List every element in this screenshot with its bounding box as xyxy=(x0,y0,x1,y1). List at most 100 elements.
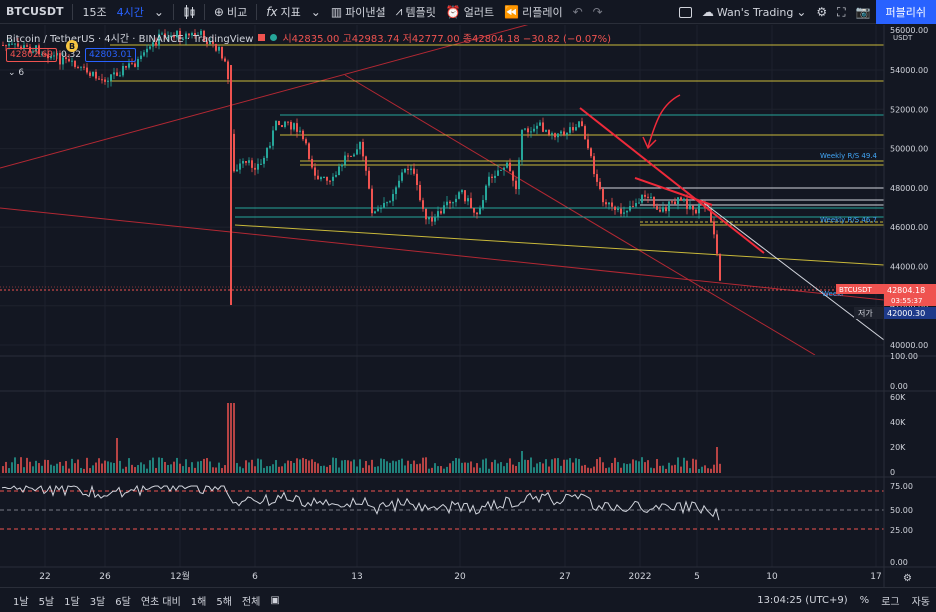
trendline-down[interactable] xyxy=(344,74,816,355)
volume-bar xyxy=(20,457,22,473)
volume-bar xyxy=(62,465,64,473)
interval-button-4h[interactable]: 4시간 xyxy=(116,5,144,19)
current-price-tag xyxy=(884,284,936,306)
volume-series[interactable] xyxy=(2,403,721,473)
drawn-resistance-line[interactable] xyxy=(634,177,713,206)
range-1m[interactable]: 1달 xyxy=(64,596,80,608)
volume-bar xyxy=(110,462,112,473)
candle-body xyxy=(569,127,571,133)
range-1d[interactable]: 1날 xyxy=(13,596,29,608)
volume-bar xyxy=(182,466,184,473)
indicators-collapse-toggle[interactable]: ⌄ 6 xyxy=(8,68,25,78)
candle-body xyxy=(134,63,136,67)
volume-bar xyxy=(656,459,658,473)
compare-button[interactable]: ⊕ 비교 xyxy=(213,4,248,19)
candle-body xyxy=(65,57,67,60)
volume-bar xyxy=(659,465,661,473)
candle-body xyxy=(5,45,7,47)
sell-price-button[interactable]: 42802.69 xyxy=(6,48,57,62)
candle-body xyxy=(272,130,274,146)
range-3m[interactable]: 3달 xyxy=(89,596,106,608)
replay-button[interactable]: ⏪ 리플레이 xyxy=(504,4,563,19)
price-axis[interactable]: 56000.00 USDT 54000.00 52000.00 50000.00 48… xyxy=(836,25,936,587)
legend-title[interactable]: Bitcoin / TetherUS · 4시간 · BINANCE · Tra… xyxy=(6,34,254,45)
candle-body xyxy=(536,125,538,129)
volume-bar xyxy=(83,468,85,473)
candle-body xyxy=(644,194,646,197)
indicators-button[interactable]: fx 지표 xyxy=(266,4,301,19)
volume-bar xyxy=(662,465,664,473)
candle-body xyxy=(164,33,166,38)
candle-body xyxy=(467,198,469,202)
buy-price-button[interactable]: 42803.01 xyxy=(85,48,136,62)
candle-body xyxy=(653,196,655,207)
candle-body xyxy=(332,176,334,181)
volume-bar xyxy=(638,461,640,473)
log-toggle[interactable]: 로그 xyxy=(881,597,900,608)
interval-dropdown[interactable]: ⌄ xyxy=(149,0,169,24)
undo-button[interactable]: ↶ xyxy=(568,0,588,24)
volume-bar xyxy=(422,457,424,473)
time-axis[interactable]: 22 26 12월 6 13 20 27 2022 5 10 17 xyxy=(39,570,881,582)
symbol-search-button[interactable]: BTCUSDT xyxy=(0,0,68,24)
main-price-pane[interactable]: Weekly R/S 49.4 Weekly R/S 46.7 Weekl xyxy=(0,25,884,355)
candle-body xyxy=(389,201,391,203)
interval-button-15[interactable]: 15조 xyxy=(82,5,107,19)
snapshot-button[interactable]: 📷 xyxy=(851,0,876,24)
settings-gear-icon[interactable]: ⚙ xyxy=(903,573,912,584)
chevron-down-icon: ⌄ xyxy=(153,4,164,19)
redo-button[interactable]: ↷ xyxy=(588,0,608,24)
volume-bar xyxy=(29,461,31,473)
rsi-pane[interactable] xyxy=(0,484,884,530)
drawn-resistance-line[interactable] xyxy=(579,107,765,254)
range-ytd[interactable]: 연초 대비 xyxy=(140,596,181,608)
rsi-line[interactable] xyxy=(1,484,720,521)
channel-line[interactable] xyxy=(234,224,884,266)
range-5d[interactable]: 5날 xyxy=(38,596,55,608)
time-tick: 26 xyxy=(99,572,111,582)
range-1y[interactable]: 1해 xyxy=(190,596,207,608)
bullish-marker[interactable]: B xyxy=(66,40,78,52)
candlestick-series[interactable] xyxy=(2,28,721,305)
go-to-date-icon[interactable]: ▣ xyxy=(270,594,280,606)
volume-bar xyxy=(245,460,247,473)
layout-name-button[interactable]: ☁ Wan's Trading ⌄ xyxy=(701,5,807,19)
drawn-arrow-head[interactable] xyxy=(642,136,657,150)
publish-button[interactable]: 퍼블리쉬 xyxy=(875,0,936,24)
candle-body xyxy=(296,123,298,132)
volume-bar xyxy=(716,447,718,473)
layout-select-button[interactable] xyxy=(674,0,697,24)
chart-type-button[interactable] xyxy=(178,0,200,24)
volume-bar xyxy=(359,459,361,473)
settings-button[interactable]: ⚙ xyxy=(811,0,832,24)
candle-body xyxy=(611,202,613,207)
percent-toggle[interactable]: % xyxy=(859,595,870,606)
trendline-up[interactable] xyxy=(0,25,600,169)
templates-button[interactable]: ⩘ 템플릿 xyxy=(395,4,436,19)
clock-label[interactable]: 13:04:25 (UTC+9) xyxy=(757,595,848,606)
volume-bar xyxy=(281,466,283,473)
candle-body xyxy=(323,176,325,178)
volume-bar xyxy=(170,464,172,473)
toolbar-divider xyxy=(203,3,205,20)
indicators-dropdown[interactable]: ⌄ xyxy=(306,0,326,24)
auto-toggle[interactable]: 자동 xyxy=(911,597,930,608)
candle-body xyxy=(677,197,679,205)
trendline-long[interactable] xyxy=(0,207,884,301)
chart-canvas[interactable]: Weekly R/S 49.4 Weekly R/S 46.7 Weekl 56… xyxy=(0,25,936,587)
volume-bar xyxy=(230,403,232,473)
fullscreen-button[interactable]: ⛶ xyxy=(832,0,850,24)
volume-bar xyxy=(425,457,427,473)
alert-button[interactable]: ⏰ 얼러트 xyxy=(445,4,495,19)
range-6m[interactable]: 6달 xyxy=(115,596,131,608)
candle-body xyxy=(494,175,496,178)
price-tick: 52000.00 xyxy=(890,105,928,114)
white-trendline[interactable] xyxy=(699,199,884,341)
candle-body xyxy=(182,38,184,40)
range-all[interactable]: 전체 xyxy=(241,596,261,608)
range-5y[interactable]: 5해 xyxy=(216,596,232,608)
volume-bar xyxy=(38,463,40,473)
financials-button[interactable]: ▥ 파이낸셜 xyxy=(330,4,386,19)
time-tick: 17 xyxy=(870,572,881,582)
drawn-arrow[interactable] xyxy=(647,94,681,148)
